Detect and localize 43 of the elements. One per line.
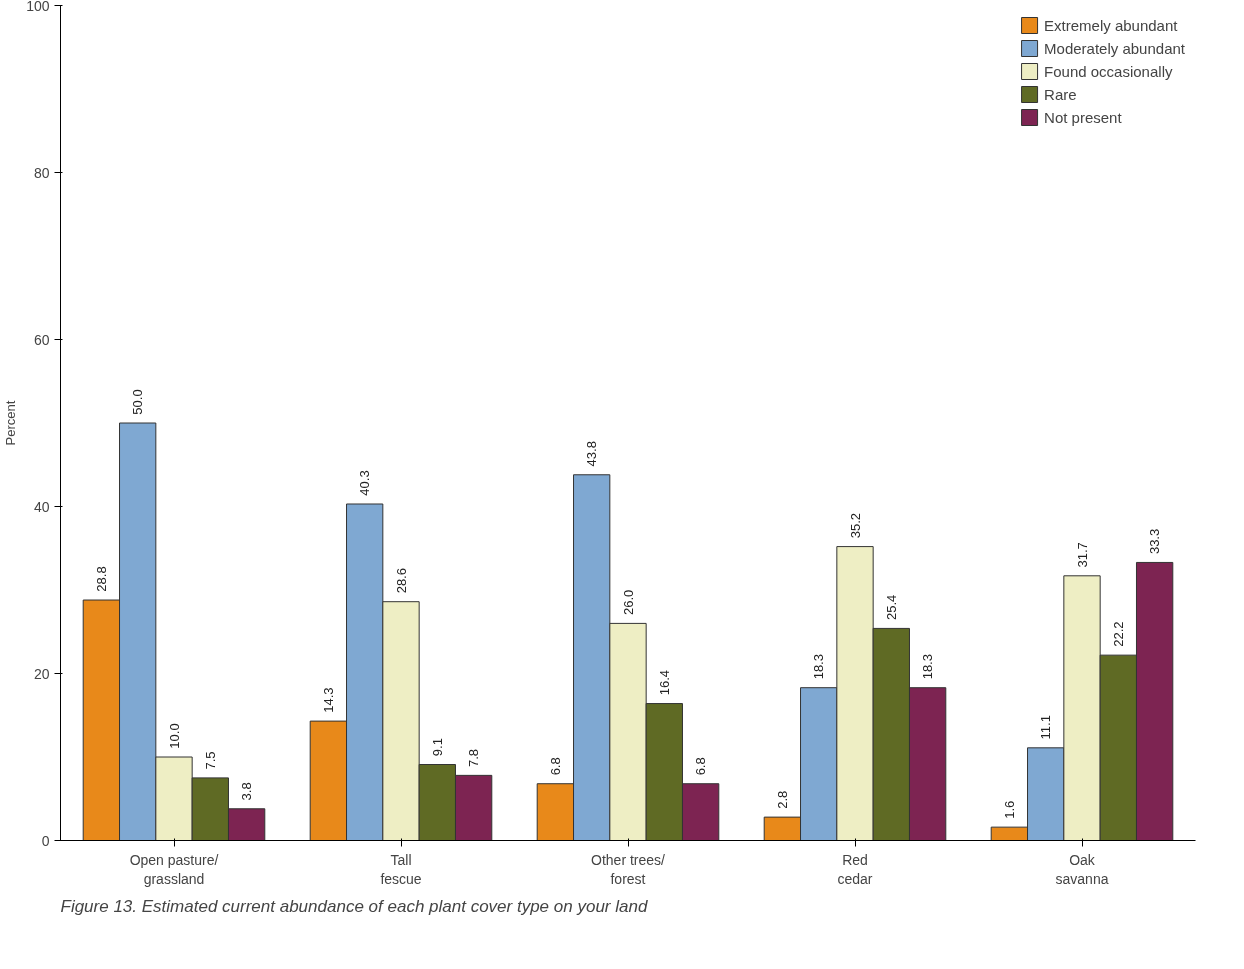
- x-tick-label: Other trees/ forest: [591, 851, 666, 887]
- text: 18.3: [920, 654, 936, 680]
- text: 35.2: [847, 512, 863, 539]
- text: 31.7: [1074, 542, 1090, 568]
- text: 1.6: [1001, 800, 1017, 819]
- y-tick-label: 60: [33, 331, 50, 348]
- y-axis-title: Percent: [3, 400, 19, 446]
- legend-label: Moderately abundant: [1044, 39, 1185, 57]
- x-tick-label: Oak savanna: [1055, 851, 1109, 887]
- text: 6.8: [693, 757, 709, 776]
- text: 2.8: [774, 790, 790, 809]
- legend-label: Not present: [1044, 108, 1122, 126]
- x-tick-label: Red cedar: [837, 851, 873, 887]
- text: 50.0: [130, 389, 146, 415]
- legend-label: Rare: [1044, 85, 1077, 103]
- text: 28.8: [93, 566, 109, 592]
- text: 7.5: [202, 751, 218, 770]
- text: 28.6: [393, 568, 409, 594]
- text: 11.1: [1038, 715, 1054, 740]
- caption: Figure 13. Estimated current abundance of each plant cover type on your land: [60, 896, 648, 916]
- text: 33.3: [1147, 528, 1163, 555]
- y-tick-label: 40: [33, 498, 50, 515]
- text: 26.0: [620, 589, 636, 616]
- text: 43.8: [584, 441, 600, 467]
- text: 10.0: [166, 723, 182, 749]
- legend-label: Extremely abundant: [1044, 16, 1178, 34]
- y-tick-label: 100: [26, 0, 50, 14]
- text: 16.4: [656, 669, 672, 696]
- text: 14.3: [320, 687, 336, 713]
- y-tick-label: 20: [33, 665, 50, 682]
- x-tick-label: Tall fescue: [380, 851, 422, 887]
- text: 6.8: [547, 757, 563, 776]
- text: 9.1: [429, 738, 445, 757]
- text: 18.3: [811, 654, 827, 680]
- legend-label: Found occasionally: [1044, 62, 1173, 80]
- text: 7.8: [466, 748, 482, 768]
- text: 40.3: [357, 470, 373, 496]
- text: 3.8: [239, 782, 255, 801]
- y-tick-label: 80: [33, 164, 50, 181]
- text: 25.4: [883, 594, 899, 621]
- text: 22.2: [1110, 621, 1126, 647]
- y-tick-label: 0: [41, 832, 50, 849]
- x-tick-label: Open pasture/ grassland: [129, 851, 219, 887]
